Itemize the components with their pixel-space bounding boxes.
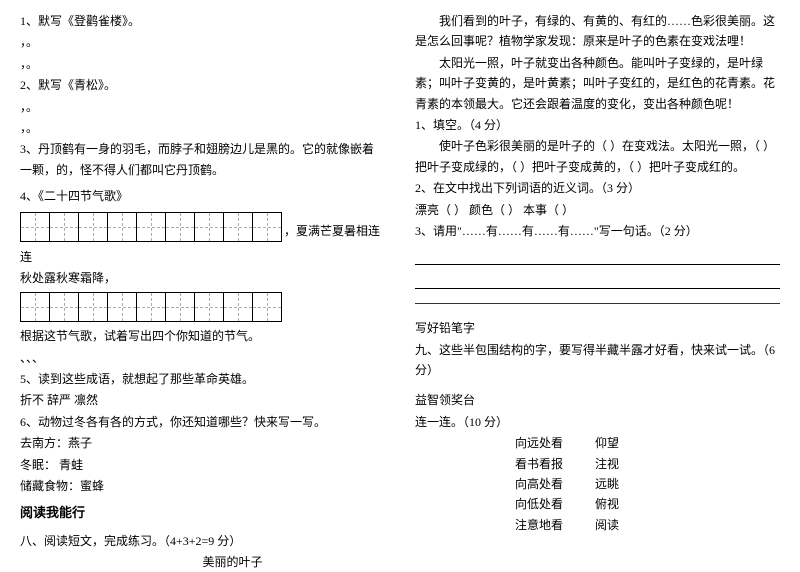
grid-row-1 <box>20 212 282 242</box>
match-left: 注意地看 <box>415 515 595 535</box>
match-right: 远眺 <box>595 474 675 494</box>
q4-line2: 秋处露秋寒霜降， <box>20 268 385 288</box>
q4-prompt: 根据这节气歌，试着写出四个你知道的节气。 <box>20 326 385 346</box>
match-left: 向低处看 <box>415 494 595 514</box>
divider <box>415 303 780 304</box>
q1-blank2: ，。 <box>20 54 385 74</box>
q8: 八、阅读短文，完成练习。（4+3+2=9 分） <box>20 531 385 551</box>
q3: 3、丹顶鹤有一身的羽毛，而脖子和翅膀边儿是黑的。它的就像嵌着一颗，的，怪不得人们… <box>20 139 385 180</box>
q6-b: 冬眠： 青蛙 <box>20 455 385 475</box>
match-row: 注意地看 阅读 <box>415 515 780 535</box>
write-line-1[interactable] <box>415 249 780 265</box>
q8-title: 美丽的叶子 <box>20 552 385 572</box>
write-line-2[interactable] <box>415 273 780 289</box>
match-left: 向高处看 <box>415 474 595 494</box>
passage-p1: 我们看到的叶子，有绿的、有黄的、有红的……色彩很美丽。这是怎么回事呢？植物学家发… <box>415 11 780 52</box>
q9: 九、这些半包围结构的字，要写得半藏半露才好看，快来试一试。（6 分） <box>415 340 780 381</box>
match-title: 连一连。（10 分） <box>415 412 780 432</box>
r1: 1、填空。（4 分） <box>415 115 780 135</box>
q4-tail: ，夏满芒夏暑相连 <box>284 221 380 245</box>
q2-blank1: ，。 <box>20 97 385 117</box>
grid-row-2 <box>20 292 385 322</box>
match-left: 看书看报 <box>415 454 595 474</box>
pen-title: 写好铅笔字 <box>415 318 780 338</box>
match-row: 向低处看 俯视 <box>415 494 780 514</box>
r2-text: 漂亮（ ） 颜色（ ） 本事（ ） <box>415 200 780 220</box>
match-row: 向远处看 仰望 <box>415 433 780 453</box>
r3: 3、请用"……有……有……有……"写一句话。（2 分） <box>415 221 780 241</box>
q5-words: 折不 辞严 凛然 <box>20 390 385 410</box>
r2: 2、在文中找出下列词语的近义词。（3 分） <box>415 178 780 198</box>
q2: 2、默写《青松》。 <box>20 75 385 95</box>
q1: 1、默写《登鹳雀楼》。 <box>20 11 385 31</box>
q6-a: 去南方：燕子 <box>20 433 385 453</box>
reading-title: 阅读我能行 <box>20 502 385 524</box>
q6: 6、动物过冬各有各的方式，你还知道哪些？快来写一写。 <box>20 412 385 432</box>
q4-lian: 连 <box>20 247 385 267</box>
match-left: 向远处看 <box>415 433 595 453</box>
match-right: 俯视 <box>595 494 675 514</box>
q2-blank2: ，。 <box>20 118 385 138</box>
q4: 4、《二十四节气歌》 <box>20 186 385 206</box>
match-right: 注视 <box>595 454 675 474</box>
q6-c: 储藏食物：蜜蜂 <box>20 476 385 496</box>
q5: 5、读到这些成语，就想起了那些革命英雄。 <box>20 369 385 389</box>
q1-blank1: ，。 <box>20 32 385 52</box>
match-row: 向高处看 远眺 <box>415 474 780 494</box>
match-right: 阅读 <box>595 515 675 535</box>
match-list: 向远处看 仰望 看书看报 注视 向高处看 远眺 向低处看 俯视 注意地看 阅读 <box>415 433 780 535</box>
r1-text: 使叶子色彩很美丽的是叶子的（ ）在变戏法。太阳光一照，（ ）把叶子变成绿的，（ … <box>415 136 780 177</box>
award-title: 益智领奖台 <box>415 390 780 410</box>
passage-p2: 太阳光一照，叶子就变出各种颜色。能叫叶子变绿的，是叶绿素；叫叶子变黄的，是叶黄素… <box>415 53 780 114</box>
match-right: 仰望 <box>595 433 675 453</box>
q4-blank: 、、、 <box>20 348 385 368</box>
match-row: 看书看报 注视 <box>415 454 780 474</box>
